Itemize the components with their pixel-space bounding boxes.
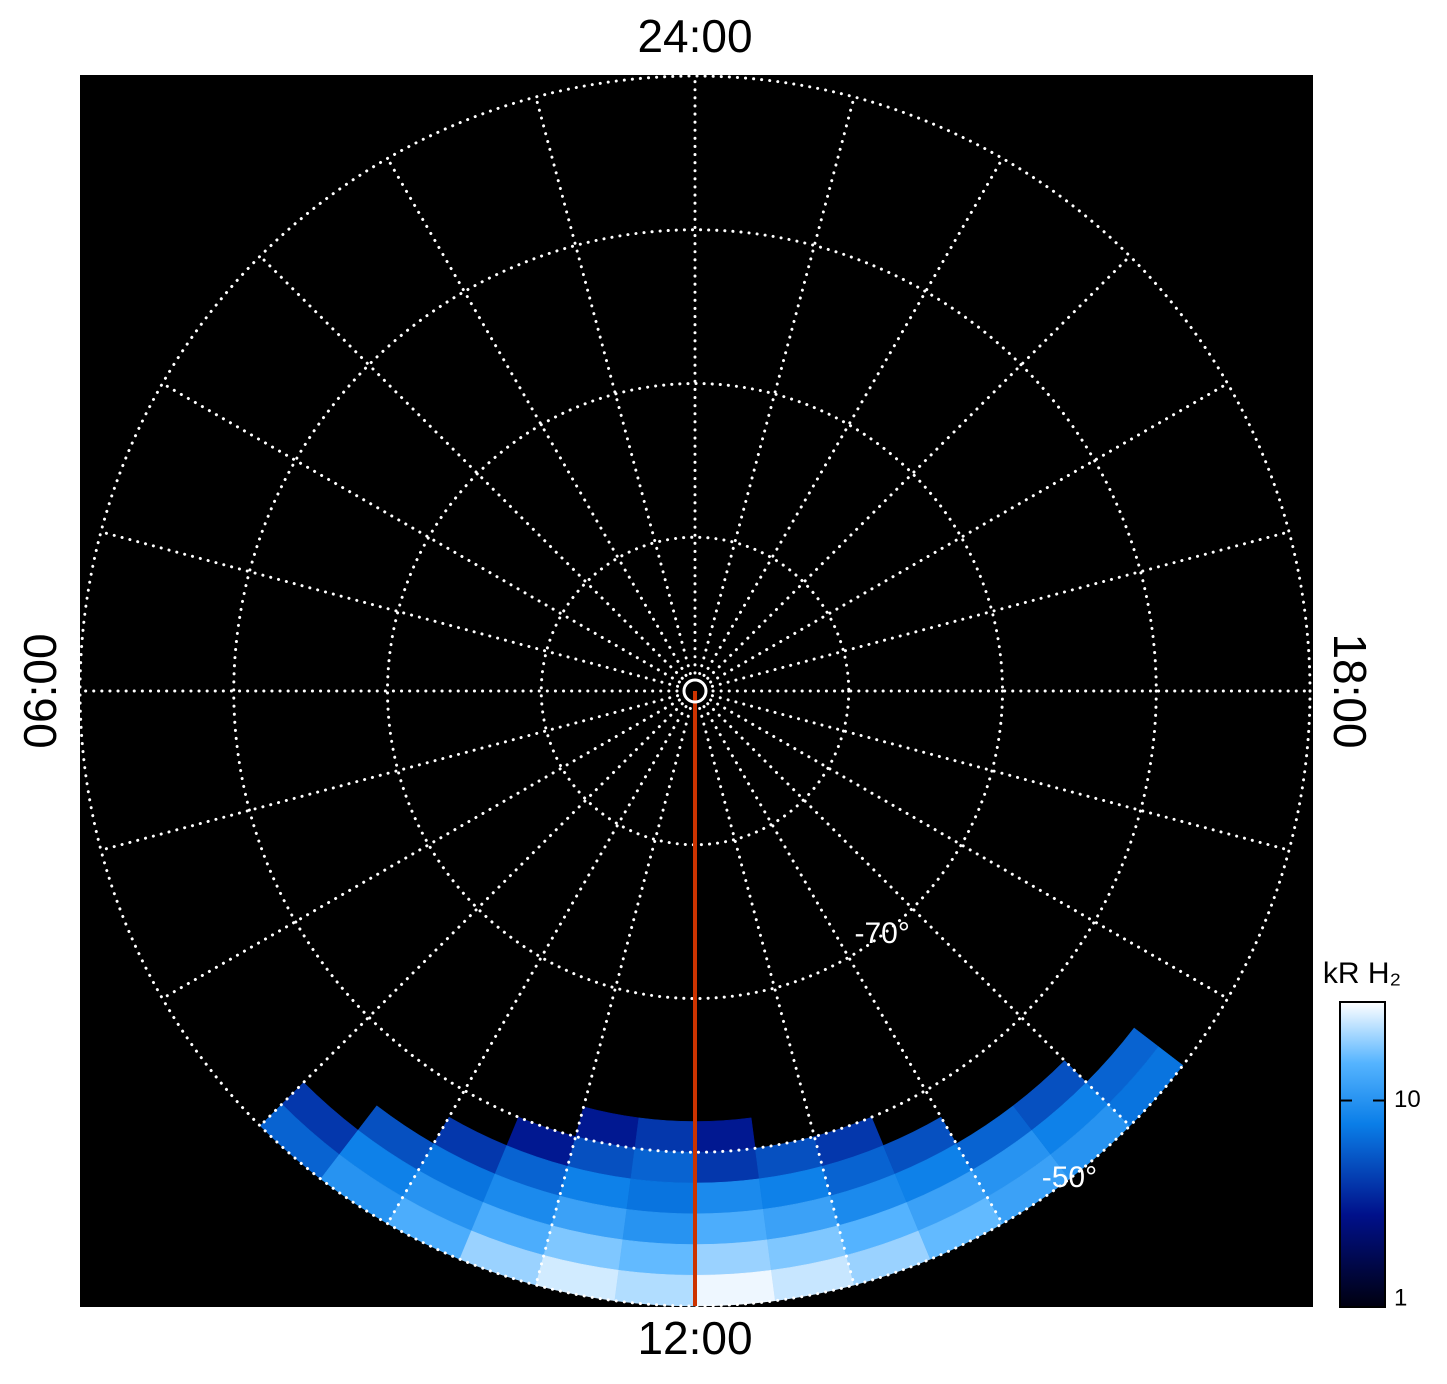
meridian-line [99,530,680,688]
latitude-circle [232,228,1158,1154]
latitude-circle [78,74,1312,1308]
emission-cell [634,1117,696,1153]
latitude-label: -70° [855,917,910,950]
local-time-label: 18:00 [1324,633,1376,748]
meridian-line [710,530,1291,688]
emission-cell [630,1148,696,1184]
colorbar [1339,1001,1386,1308]
meridian-line [706,254,1132,680]
emission-layer [259,1027,1184,1307]
meridian-line [702,705,1004,1226]
meridian-line [258,254,684,680]
emission-cell [1107,1046,1184,1127]
emission-cell [694,1148,760,1184]
latitude-label: -50° [1042,1161,1097,1194]
local-time-label: 24:00 [637,10,752,62]
local-time-label: 12:00 [637,1312,752,1364]
emission-cell [614,1269,696,1307]
meridian-line [99,694,680,852]
local-time-label: 06:00 [14,633,66,748]
emission-cell [626,1178,696,1215]
emission-cell [618,1239,696,1276]
colorbar-tick-label: 1 [1394,1284,1407,1311]
meridian-line [710,694,1291,852]
latitude-circle [386,382,1004,1000]
meridian-line [386,705,688,1226]
meridian-line [160,382,681,684]
meridian-line [698,95,856,676]
meridian-line [702,156,1004,677]
colorbar-tick-label: 10 [1394,1086,1421,1113]
emission-cell [622,1208,696,1245]
meridian-line [709,698,1230,1000]
emission-cell [694,1239,772,1276]
grid-layer [78,74,1312,1308]
emission-cell [694,1269,776,1307]
meridian-line [534,95,692,676]
meridian-line [386,156,688,677]
meridian-line [258,702,684,1128]
meridian-line [534,706,692,1287]
meridian-line [706,702,1132,1128]
meridian-line [160,698,681,1000]
emission-cell [694,1117,756,1153]
emission-cell [694,1208,768,1245]
pole-marker [682,678,708,704]
meridian-line [698,706,856,1287]
meridian-line [709,382,1230,684]
latitude-circle [539,535,851,847]
colorbar-label: kR H₂ [1323,957,1401,990]
emission-cell [694,1178,764,1215]
